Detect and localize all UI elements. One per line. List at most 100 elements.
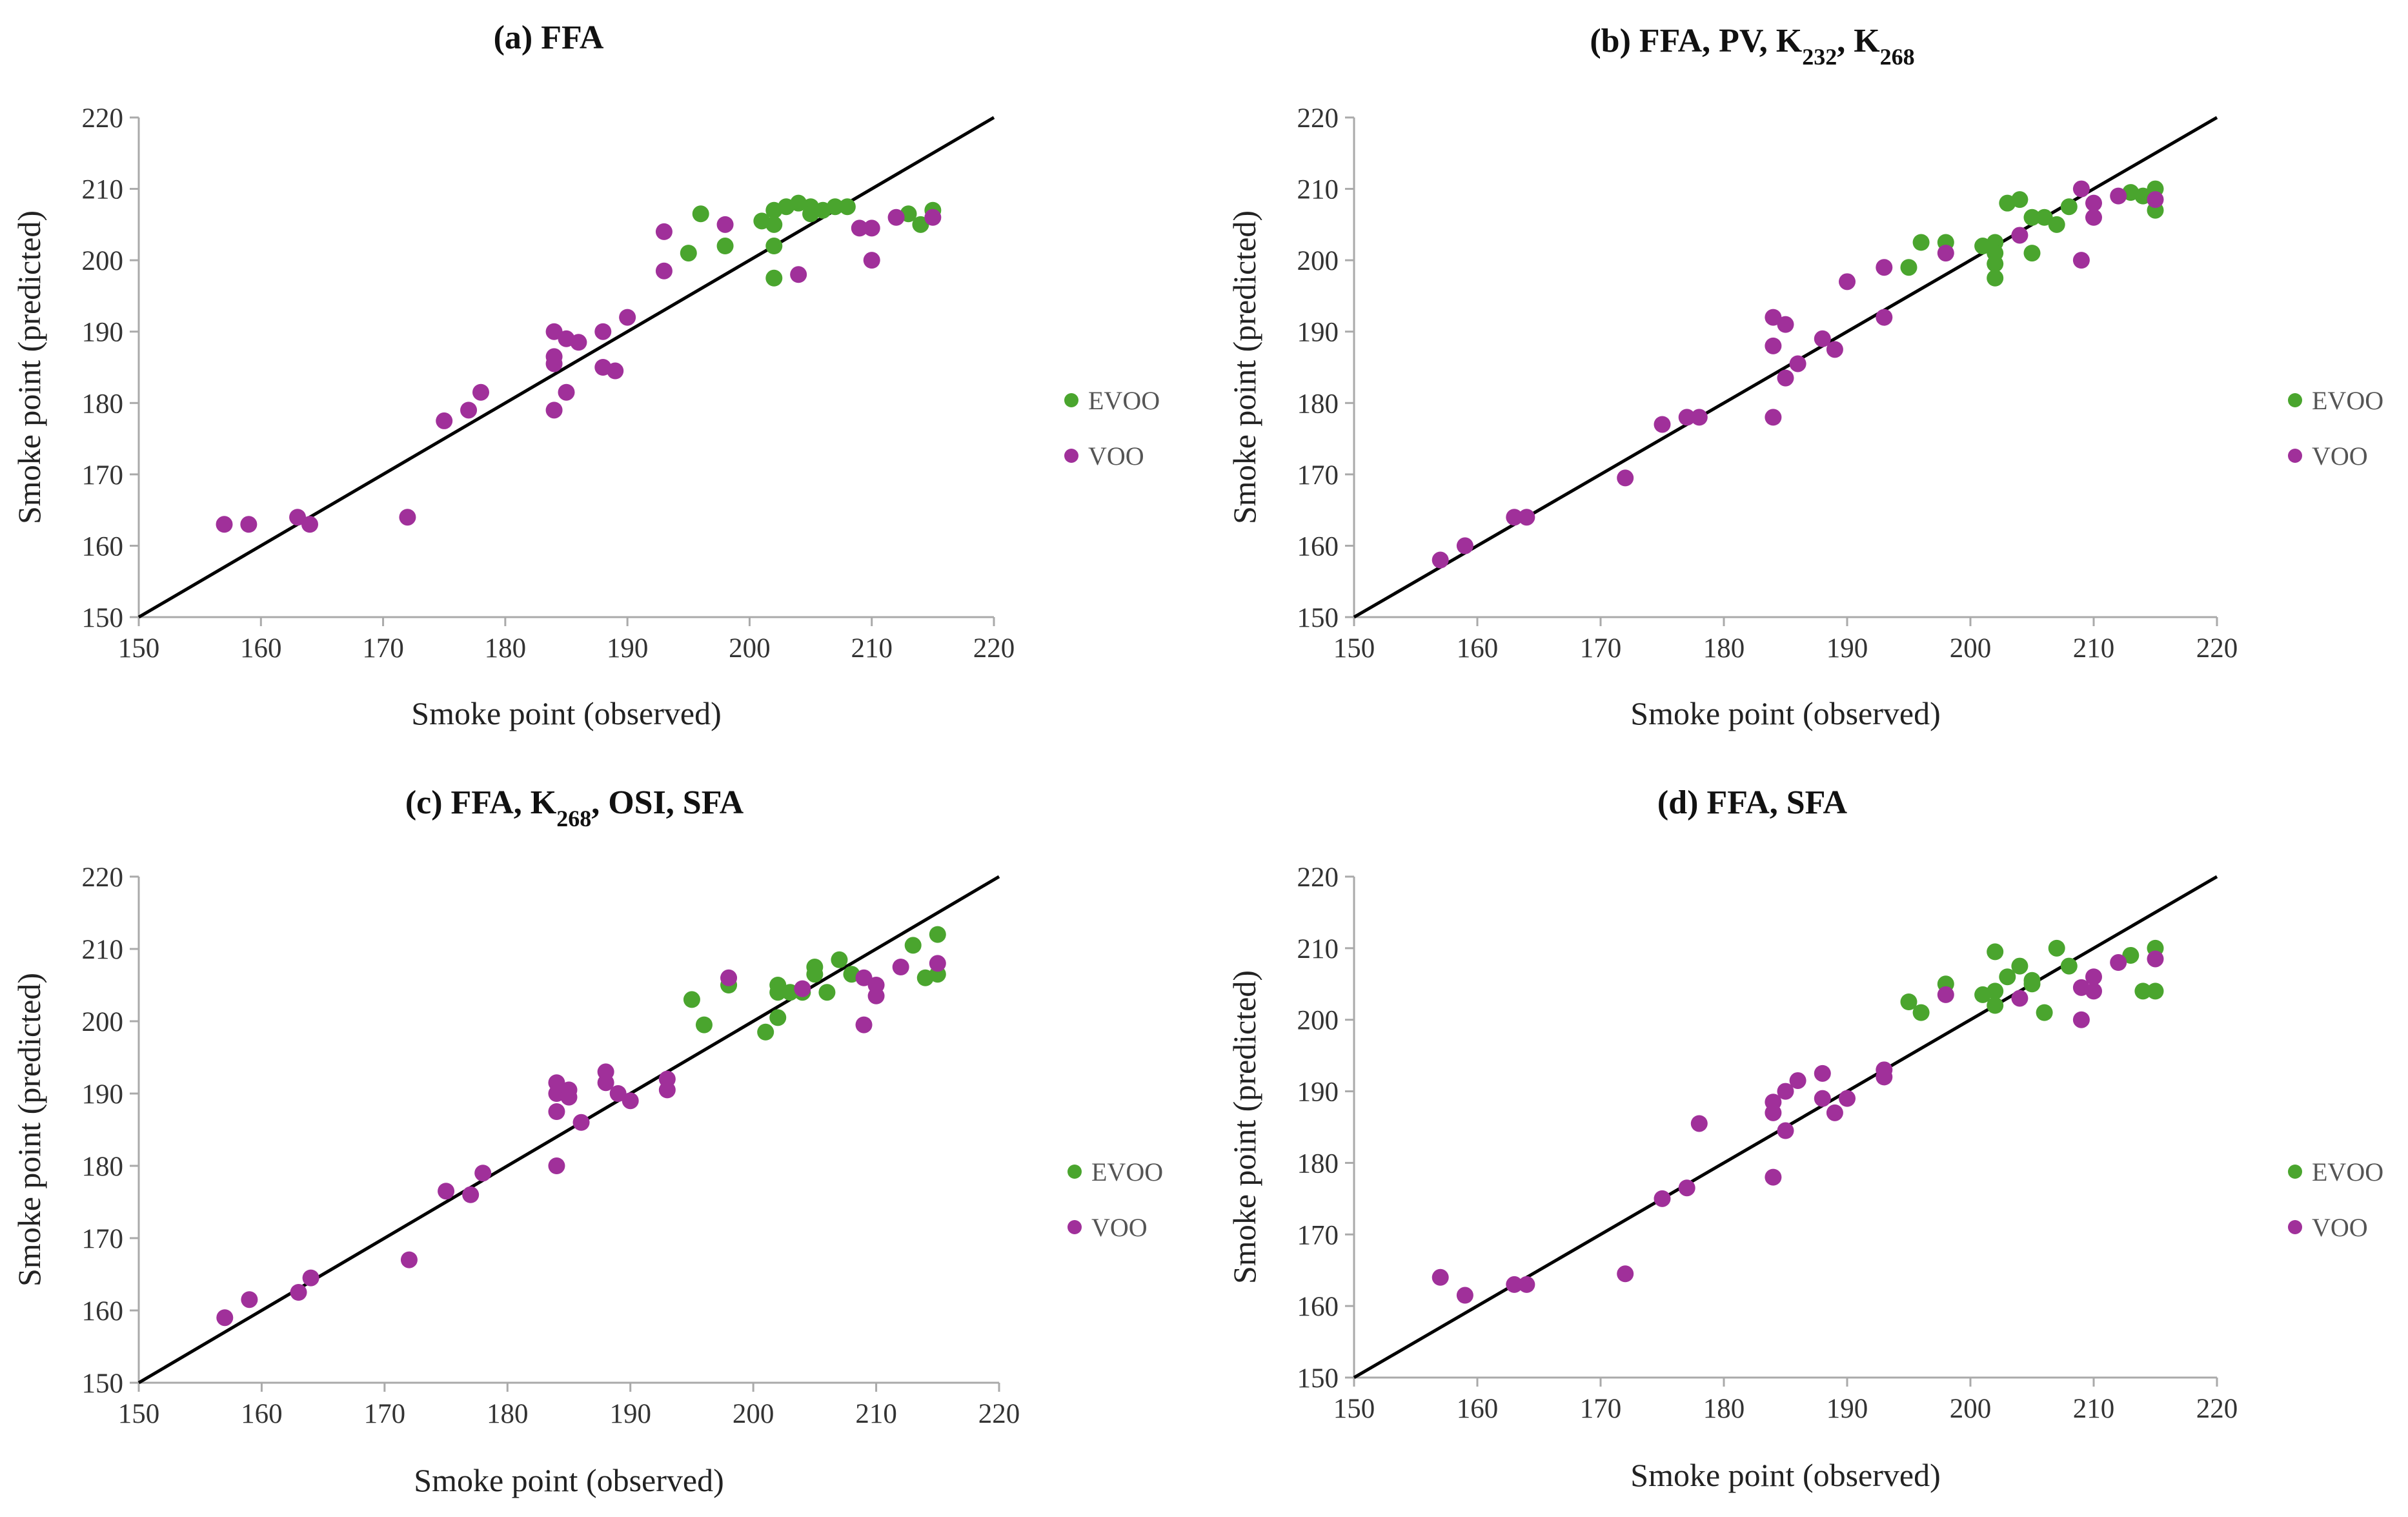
data-point-voo (720, 969, 738, 986)
legend-marker-voo (1064, 449, 1078, 463)
x-axis-label: Smoke point (observed) (414, 1462, 723, 1498)
data-point-voo (2110, 187, 2127, 205)
x-tick-label: 160 (241, 1399, 283, 1429)
x-tick-label: 170 (362, 633, 404, 664)
chart-panel-b: (b) FFA, PV, K232, K268 150 160 170 180 190 20… (1226, 23, 2383, 731)
data-point-voo (655, 262, 673, 280)
y-tick-label: 180 (1297, 1148, 1339, 1179)
data-point-voo (1814, 1090, 1831, 1107)
data-point-evoo (683, 991, 700, 1008)
y-tick-label: 160 (1297, 531, 1339, 562)
data-point-voo (1777, 316, 1794, 333)
data-point-voo (240, 516, 258, 533)
y-tick-label: 210 (82, 935, 124, 965)
data-point-evoo (2023, 209, 2041, 226)
y-tick-label: 180 (1297, 389, 1339, 419)
y-tick-label: 210 (82, 175, 124, 205)
data-point-evoo (2011, 957, 2029, 975)
y-tick-label: 180 (82, 1152, 124, 1182)
x-axis-label: Smoke point (observed) (411, 695, 721, 731)
data-point-voo (1789, 1072, 1806, 1089)
data-point-voo (2072, 252, 2090, 269)
x-tick-label: 160 (240, 633, 282, 664)
y-tick-label: 200 (1297, 1006, 1339, 1036)
data-point-voo (560, 1088, 578, 1106)
x-tick-label: 220 (978, 1399, 1020, 1429)
data-point-voo (1617, 1265, 1634, 1283)
legend-label-evoo: EVOO (2312, 1157, 2383, 1186)
data-point-evoo (1999, 968, 2016, 986)
legend-marker-evoo (1067, 1165, 1082, 1179)
data-point-evoo (929, 926, 946, 943)
data-point-voo (1839, 1090, 1856, 1107)
data-point-evoo (806, 966, 824, 983)
data-point-evoo (818, 984, 836, 1001)
x-tick-label: 170 (364, 1399, 406, 1429)
x-tick-label: 190 (609, 1399, 651, 1429)
x-tick-label: 180 (485, 633, 527, 664)
data-point-evoo (2122, 946, 2140, 964)
data-point-voo (2072, 180, 2090, 198)
x-axis-label: Smoke point (observed) (1630, 695, 1940, 731)
data-point-evoo (1987, 997, 2004, 1014)
chart-title: (a) FFA (494, 19, 604, 56)
data-point-evoo (1987, 943, 2004, 961)
data-point-voo (594, 323, 612, 340)
legend-marker-voo (1067, 1220, 1082, 1234)
data-point-voo (545, 402, 563, 419)
data-point-voo (216, 516, 233, 533)
legend-label-evoo: EVOO (1091, 1157, 1163, 1186)
y-tick-label: 160 (1297, 1292, 1339, 1322)
data-point-voo (1814, 330, 1831, 347)
data-point-voo (658, 1081, 676, 1099)
chart-title: (d) FFA, SFA (1657, 784, 1848, 821)
data-point-voo (462, 1186, 480, 1203)
data-point-voo (548, 1103, 565, 1120)
legend-label-voo: VOO (1091, 1213, 1148, 1242)
data-point-voo (1789, 355, 1806, 372)
x-tick-label: 170 (1580, 1394, 1622, 1424)
data-point-voo (2147, 950, 2164, 968)
data-point-voo (2085, 209, 2102, 226)
data-point-voo (1518, 509, 1535, 526)
y-tick-label: 190 (1297, 1077, 1339, 1108)
x-tick-label: 180 (1703, 1394, 1745, 1424)
x-tick-label: 180 (1703, 633, 1745, 664)
reference-line (137, 875, 1000, 1385)
legend-marker-evoo (2288, 393, 2302, 407)
data-point-voo (216, 1309, 234, 1327)
x-tick-label: 200 (1950, 1394, 1992, 1424)
data-point-evoo (757, 1023, 774, 1041)
data-point-voo (1432, 551, 1449, 569)
data-point-voo (794, 980, 811, 997)
series-voo (1432, 950, 2164, 1304)
y-tick-label: 210 (1297, 934, 1339, 964)
y-tick-label: 150 (82, 1369, 124, 1399)
data-point-voo (1937, 245, 1954, 262)
data-point-voo (438, 1183, 455, 1200)
data-point-voo (609, 1085, 627, 1102)
data-point-voo (1432, 1268, 1449, 1286)
data-point-voo (607, 362, 624, 380)
data-point-evoo (765, 238, 783, 255)
data-point-voo (460, 402, 478, 419)
legend-label-evoo: EVOO (2312, 386, 2383, 415)
data-point-evoo (2060, 957, 2078, 975)
legend-marker-voo (2288, 449, 2302, 463)
y-tick-label: 170 (1297, 460, 1339, 491)
chart-title: (c) FFA, K268, OSI, SFA (405, 784, 744, 831)
data-point-voo (716, 216, 734, 233)
data-point-voo (1777, 1122, 1794, 1139)
data-point-voo (1826, 1104, 1843, 1121)
legend: EVOO VOO (1067, 1157, 1163, 1242)
x-tick-label: 150 (118, 1399, 160, 1429)
x-tick-label: 210 (851, 633, 893, 664)
data-point-voo (2085, 968, 2102, 986)
y-tick-label: 210 (1297, 175, 1339, 205)
y-tick-label: 200 (82, 1007, 124, 1037)
data-point-evoo (692, 205, 709, 223)
data-point-evoo (2048, 216, 2065, 233)
x-tick-label: 200 (729, 633, 771, 664)
data-point-voo (1654, 416, 1671, 433)
x-tick-label: 220 (973, 633, 1015, 664)
